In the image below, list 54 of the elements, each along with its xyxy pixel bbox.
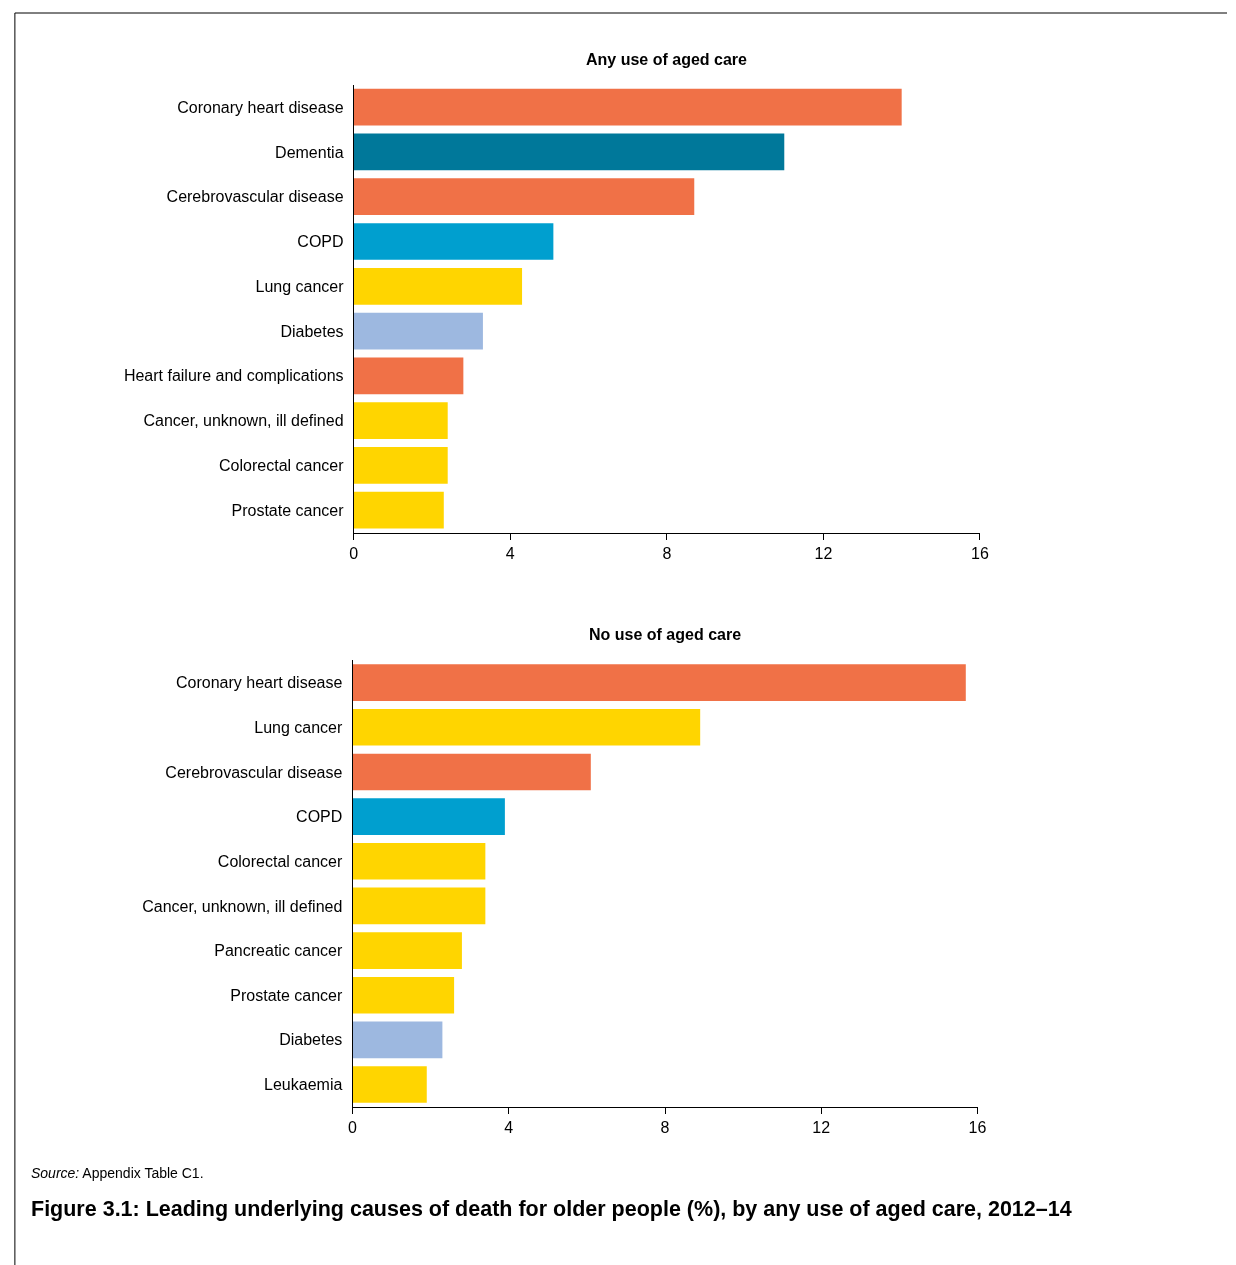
y-tick-label: Coronary heart disease — [177, 98, 344, 116]
y-tick-label: Cancer, unknown, ill defined — [142, 897, 343, 915]
y-tick-label: Cancer, unknown, ill defined — [143, 412, 344, 430]
x-tick-label: 16 — [971, 544, 989, 562]
bar — [353, 402, 448, 439]
bar — [352, 976, 455, 1014]
x-tick-label: 4 — [504, 1119, 514, 1137]
bar — [353, 133, 785, 171]
y-tick-label: Prostate cancer — [230, 986, 344, 1004]
bar — [352, 753, 591, 791]
bar — [352, 709, 701, 746]
y-tick-label: Cerebrovascular disease — [165, 763, 343, 781]
y-tick-label: Dementia — [275, 143, 344, 161]
bar — [352, 798, 505, 835]
x-tick-label: 8 — [662, 544, 672, 562]
x-tick-label: 4 — [505, 544, 515, 562]
y-tick-label: Diabetes — [280, 322, 344, 340]
bar — [352, 664, 966, 701]
y-tick-label: Heart failure and complications — [123, 367, 344, 385]
x-tick-label: 0 — [349, 544, 359, 562]
bar — [353, 267, 523, 305]
bar — [353, 223, 554, 260]
bar — [352, 887, 486, 925]
x-tick-label: 12 — [812, 1119, 831, 1137]
chart-title: No use of aged care — [589, 626, 742, 643]
bar — [352, 1066, 427, 1103]
y-tick-label: Leukaemia — [264, 1076, 343, 1094]
bar — [352, 932, 462, 969]
x-tick-label: 8 — [660, 1119, 670, 1137]
y-tick-label: Lung cancer — [254, 718, 344, 736]
bar — [353, 491, 444, 529]
x-tick-label: 16 — [968, 1119, 987, 1137]
bar — [353, 178, 695, 216]
chart-title: Any use of aged care — [586, 51, 748, 68]
source-note: Source: Appendix Table C1. — [31, 1165, 204, 1181]
y-tick-label: COPD — [296, 808, 343, 826]
caption: Figure 3.1: Leading underlying causes of death for older people (%), by any use of aged care, 2012–14 — [31, 1197, 1072, 1221]
bar — [352, 1021, 443, 1059]
y-tick-label: Pancreatic cancer — [214, 942, 344, 960]
bar — [353, 312, 483, 350]
bar — [353, 357, 464, 395]
y-tick-label: Colorectal cancer — [219, 456, 345, 474]
bar — [352, 842, 486, 880]
y-tick-label: Lung cancer — [255, 277, 345, 295]
y-tick-label: COPD — [297, 233, 344, 251]
bar — [353, 447, 448, 484]
bar — [353, 88, 902, 126]
y-tick-label: Prostate cancer — [231, 501, 345, 519]
y-tick-label: Diabetes — [279, 1031, 343, 1049]
x-tick-label: 12 — [814, 544, 833, 562]
x-tick-label: 0 — [348, 1119, 358, 1137]
y-tick-label: Colorectal cancer — [217, 852, 344, 870]
y-tick-label: Coronary heart disease — [176, 674, 343, 692]
y-tick-label: Cerebrovascular disease — [166, 188, 344, 206]
